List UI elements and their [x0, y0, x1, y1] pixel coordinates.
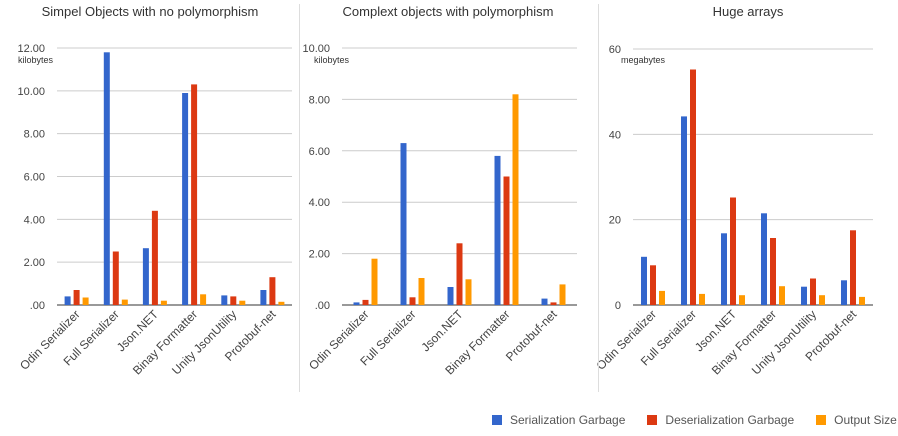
bar-serialization-garbage — [400, 143, 407, 305]
y-tick-label: 2.00 — [309, 249, 330, 261]
chart-title: Simpel Objects with no polymorphism — [42, 4, 259, 19]
bar-output-size — [859, 296, 865, 305]
bar-serialization-garbage — [142, 248, 149, 305]
bar-output-size — [160, 300, 167, 305]
bar-deserialization-garbage — [191, 84, 198, 306]
y-tick-label: 60 — [609, 44, 621, 56]
y-tick-label: 2.00 — [24, 257, 45, 269]
y-tick-label: .00 — [30, 300, 45, 312]
bar-output-size — [121, 299, 128, 305]
unit-label: kilobytes — [314, 55, 350, 65]
legend-label: Deserialization Garbage — [665, 413, 795, 427]
bar-serialization-garbage — [64, 296, 71, 305]
legend-label: Output Size — [834, 413, 897, 427]
legend-item-deserialization-garbage: Deserialization Garbage — [647, 413, 794, 427]
chart-1: Simpel Objects with no polymorphism .00 2.… — [17, 4, 292, 377]
bar-serialization-garbage — [221, 295, 228, 305]
bar-output-size — [371, 258, 378, 305]
bar-output-size — [699, 293, 705, 305]
bar-output-size — [819, 295, 825, 305]
y-tick-label: 6.00 — [309, 146, 330, 158]
y-tick-label: 4.00 — [309, 197, 330, 209]
y-tick-label: 10.00 — [17, 86, 45, 98]
charts-svg: Simpel Objects with no polymorphism .00 2.… — [17, 4, 873, 377]
bar-serialization-garbage — [761, 213, 767, 305]
bar-output-size — [278, 301, 285, 305]
y-tick-label: 0 — [615, 300, 621, 312]
bar-output-size — [465, 279, 472, 305]
chart-2: Complext objects with polymorphism .00 2.0… — [302, 4, 577, 377]
bar-serialization-garbage — [103, 52, 110, 305]
category-label: Json.NET — [418, 307, 466, 355]
bar-deserialization-garbage — [810, 278, 816, 305]
legend-item-serialization-garbage: Serialization Garbage — [492, 413, 625, 427]
charts-area: Simpel Objects with no polymorphism .00 2.… — [17, 4, 873, 377]
chart-title: Complext objects with polymorphism — [343, 4, 554, 19]
bar-deserialization-garbage — [73, 290, 80, 305]
bar-serialization-garbage — [447, 287, 454, 305]
bar-output-size — [239, 300, 246, 305]
y-tick-label: 12.00 — [17, 43, 45, 55]
y-tick-label: 4.00 — [24, 214, 45, 226]
bar-deserialization-garbage — [409, 297, 416, 305]
unit-label: megabytes — [621, 55, 666, 65]
bar-serialization-garbage — [541, 298, 548, 305]
bar-deserialization-garbage — [362, 299, 369, 305]
bar-output-size — [659, 290, 665, 305]
legend-item-output-size: Output Size — [816, 413, 897, 427]
bar-deserialization-garbage — [151, 210, 158, 305]
bar-output-size — [739, 295, 745, 305]
bar-output-size — [512, 94, 519, 305]
bar-deserialization-garbage — [230, 296, 237, 305]
y-tick-label: 10.00 — [302, 43, 330, 55]
chart-divider — [299, 4, 300, 392]
bar-serialization-garbage — [721, 233, 727, 305]
bar-deserialization-garbage — [690, 69, 696, 305]
bar-output-size — [200, 294, 207, 305]
bar-deserialization-garbage — [503, 176, 510, 305]
bar-serialization-garbage — [641, 256, 647, 305]
bar-serialization-garbage — [260, 290, 267, 305]
y-tick-label: 20 — [609, 215, 621, 227]
bar-serialization-garbage — [182, 93, 189, 305]
bar-serialization-garbage — [353, 302, 360, 305]
bar-serialization-garbage — [801, 286, 807, 305]
bar-deserialization-garbage — [730, 197, 736, 305]
bar-serialization-garbage — [494, 155, 501, 305]
bar-output-size — [418, 278, 425, 305]
bar-deserialization-garbage — [112, 251, 119, 305]
legend-swatch — [492, 415, 502, 425]
bar-deserialization-garbage — [550, 302, 557, 305]
bar-serialization-garbage — [681, 116, 687, 306]
bar-deserialization-garbage — [850, 230, 856, 305]
category-label: Protobuf-net — [503, 307, 560, 364]
y-tick-label: .00 — [315, 300, 330, 312]
legend: Serialization Garbage Deserialization Ga… — [470, 410, 898, 430]
legend-swatch — [816, 415, 827, 425]
chart-divider — [598, 4, 599, 392]
bar-deserialization-garbage — [650, 265, 656, 305]
bar-deserialization-garbage — [456, 243, 463, 305]
y-tick-label: 8.00 — [24, 129, 45, 141]
bar-serialization-garbage — [841, 280, 847, 305]
y-tick-label: 8.00 — [309, 94, 330, 106]
chart-title: Huge arrays — [713, 4, 784, 19]
y-tick-label: 6.00 — [24, 172, 45, 184]
legend-swatch — [647, 415, 658, 425]
bar-output-size — [82, 297, 89, 305]
unit-label: kilobytes — [18, 55, 54, 65]
bar-deserialization-garbage — [770, 238, 776, 305]
bar-output-size — [779, 286, 785, 305]
bar-deserialization-garbage — [269, 277, 276, 305]
legend-label: Serialization Garbage — [510, 413, 626, 427]
bar-output-size — [559, 284, 566, 305]
y-tick-label: 40 — [609, 129, 621, 141]
